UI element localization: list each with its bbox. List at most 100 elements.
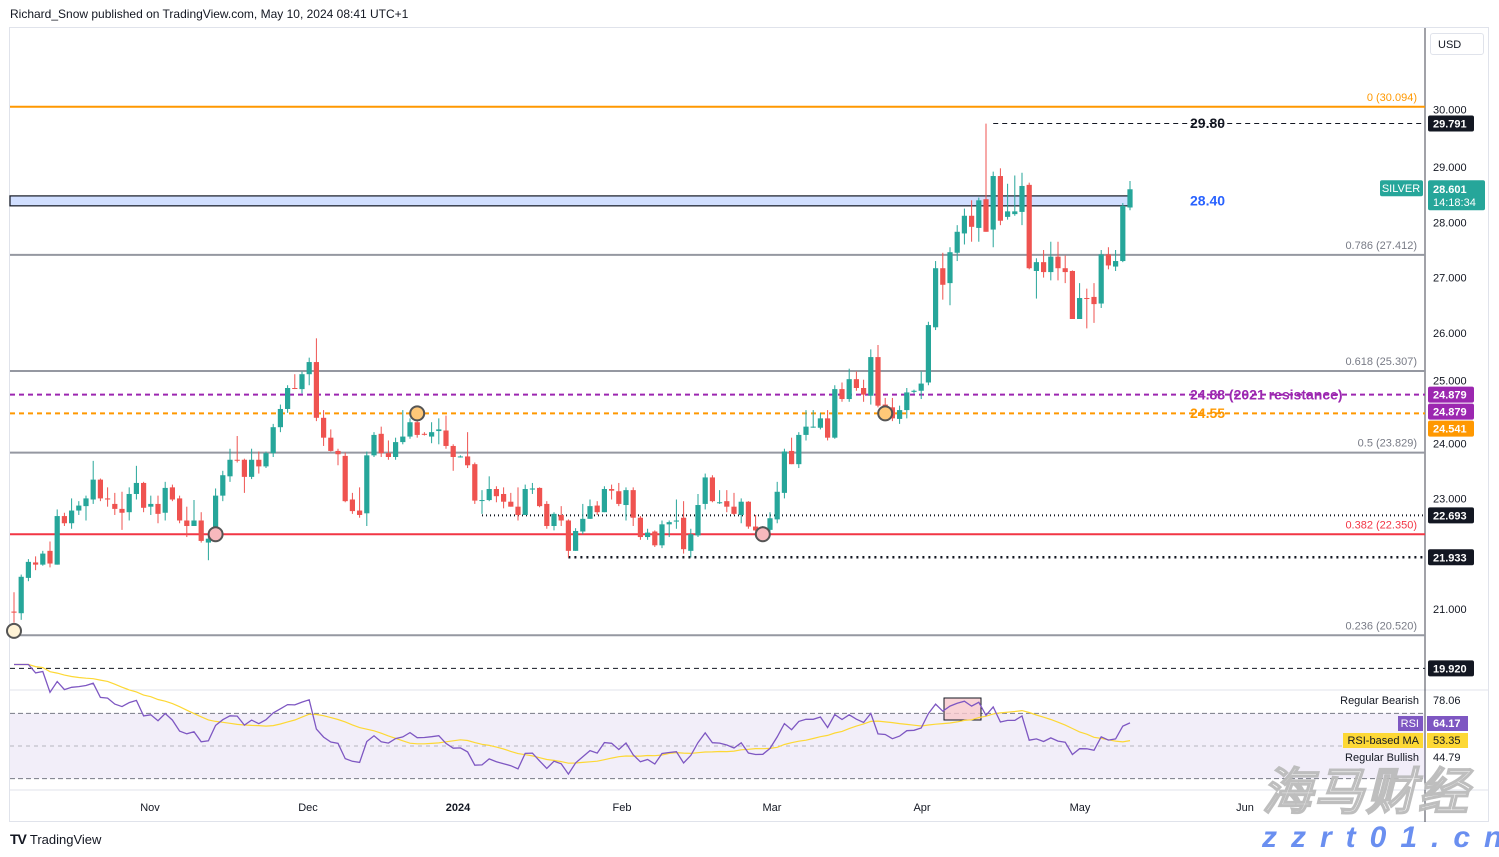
candle-bullish [249, 459, 255, 477]
candle-bearish [177, 498, 183, 521]
candle-bullish [673, 520, 679, 522]
bearish-label: Regular Bearish [1340, 695, 1419, 707]
time-axis-tick: Dec [298, 802, 318, 814]
bar-countdown: 14:18:34 [1433, 197, 1476, 209]
candle-bullish [69, 510, 75, 524]
candle-bearish [61, 516, 67, 524]
candle-bullish [277, 408, 283, 428]
candle-bullish [1048, 256, 1054, 273]
price-axis-tick: 23.000 [1433, 493, 1467, 505]
rsi-ma-line [14, 663, 1131, 764]
candle-bullish [529, 488, 535, 490]
candle-bearish [472, 464, 478, 501]
candle-bearish [745, 501, 751, 527]
price-axis-tick: 25.000 [1433, 376, 1467, 388]
currency-selector[interactable]: USD [1430, 33, 1484, 55]
candle-bearish [940, 268, 946, 285]
candle-bearish [969, 215, 975, 227]
bullish-label: Regular Bullish [1345, 752, 1419, 764]
candle-bullish [25, 561, 31, 578]
candle-bearish [1084, 298, 1090, 300]
candle-bullish [580, 518, 586, 532]
candle-bearish [241, 459, 247, 477]
candle-bullish [702, 477, 708, 504]
candle-bearish [342, 455, 348, 502]
candle-bearish [875, 357, 881, 406]
rsi-value-bg [1427, 716, 1468, 731]
candle-bearish [594, 505, 600, 513]
price-axis-tick: 30.000 [1433, 105, 1467, 117]
time-axis-tick: Mar [763, 802, 782, 814]
candle-bearish [515, 506, 521, 515]
candle-bullish [1120, 205, 1126, 262]
fib-level-label: 0 (30.094) [1367, 92, 1417, 104]
fib-level-label: 0.382 (22.350) [1345, 519, 1417, 531]
candle-bearish [198, 520, 204, 541]
candle-bearish [234, 459, 240, 461]
axes: 29.791 24.879 24.879 24.541 22.693 21.933 19.9… [140, 105, 1485, 814]
watermark-cn: 海马财经 [1261, 764, 1470, 820]
candle-bearish [335, 450, 341, 455]
tradingview-logo-icon[interactable]: TV [10, 831, 27, 847]
candle-bearish [731, 506, 737, 514]
candle-bullish [148, 503, 154, 507]
candle-bullish [781, 451, 787, 493]
tradingview-brand[interactable]: TradingView [29, 831, 102, 847]
candle-bullish [18, 576, 24, 614]
candle-bullish [817, 418, 823, 428]
candle-bullish [1012, 211, 1018, 215]
candle-bullish [213, 495, 219, 540]
candle-bullish [954, 231, 960, 253]
candle-bullish [90, 479, 96, 500]
candle-bearish [385, 453, 391, 457]
time-axis-tick: Feb [613, 802, 632, 814]
chart-background [10, 28, 1489, 822]
candle-bullish [897, 410, 903, 419]
candle-bullish [623, 490, 629, 506]
candle-bullish [486, 489, 492, 501]
candle-bullish [774, 491, 780, 520]
candle-bullish [457, 456, 463, 458]
candle-bearish [537, 487, 543, 507]
divergence-box [943, 697, 982, 721]
candle-bullish [990, 176, 996, 230]
candle-bullish [551, 513, 557, 526]
candle-bullish [191, 520, 197, 526]
candle-bullish [407, 422, 413, 437]
candle-bearish [861, 388, 867, 395]
candle-bearish [119, 508, 125, 513]
touch-point-marker [6, 622, 22, 639]
candle-bearish [33, 562, 39, 565]
chart-frame [9, 27, 1489, 822]
candle-bullish [162, 487, 168, 513]
candle-bullish [645, 532, 651, 538]
candle-bullish [1113, 261, 1119, 267]
candle-bearish [652, 531, 658, 546]
candle-bearish [1105, 254, 1111, 266]
candle-bullish [695, 505, 701, 536]
candle-bearish [1091, 296, 1097, 305]
price-axis-tick: 26.000 [1433, 328, 1467, 340]
candle-bullish [40, 553, 46, 565]
annotation-label: 24.55 [1190, 405, 1225, 421]
candle-bearish [1055, 256, 1061, 269]
symbol-tag [1380, 180, 1423, 197]
price-tag-value: 29.791 [1433, 119, 1467, 131]
candle-bearish [983, 199, 989, 232]
candle-bearish [565, 520, 571, 551]
bearish-value: 78.06 [1433, 695, 1461, 707]
candle-bullish [126, 493, 132, 513]
rsi-pane [10, 663, 1425, 780]
symbol-label: SILVER [1382, 183, 1420, 195]
candle-bullish [479, 500, 485, 502]
markers [6, 405, 894, 639]
candle-bullish [1077, 298, 1083, 319]
candle-bearish [616, 491, 622, 504]
resistance-zone [9, 195, 1132, 207]
candle-bearish [544, 503, 550, 526]
touch-point-marker [877, 405, 894, 422]
candle-bullish [961, 215, 967, 234]
candle-bearish [839, 389, 845, 400]
price-tag [1428, 549, 1474, 566]
